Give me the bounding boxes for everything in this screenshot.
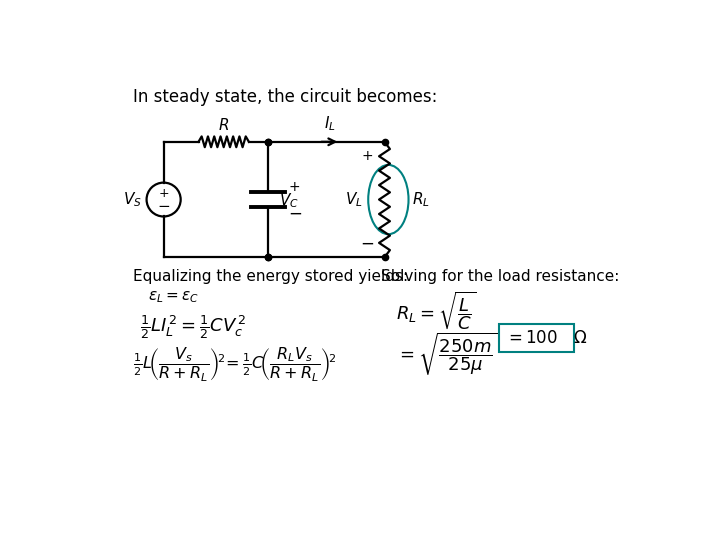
Text: $V_C$: $V_C$	[279, 192, 299, 211]
Text: $R_L$: $R_L$	[412, 190, 430, 209]
Text: In steady state, the circuit becomes:: In steady state, the circuit becomes:	[132, 88, 437, 106]
Text: Equalizing the energy stored yields:: Equalizing the energy stored yields:	[132, 269, 408, 284]
Text: +: +	[289, 180, 300, 194]
Text: $\frac{1}{2}LI_L^{\,2} = \frac{1}{2}CV_c^{\,2}$: $\frac{1}{2}LI_L^{\,2} = \frac{1}{2}CV_c…	[140, 313, 247, 341]
Text: $= \sqrt{\dfrac{250m}{25\mu}}$: $= \sqrt{\dfrac{250m}{25\mu}}$	[396, 330, 498, 377]
Text: −: −	[289, 205, 302, 222]
Text: Solving for the load resistance:: Solving for the load resistance:	[381, 269, 619, 284]
Text: +: +	[158, 187, 169, 200]
FancyBboxPatch shape	[499, 325, 574, 352]
Text: R: R	[218, 118, 229, 132]
Text: $I_L$: $I_L$	[325, 114, 336, 132]
Text: $\frac{1}{2}L\!\left(\dfrac{V_s}{R+R_L}\right)^{\!2}\!=\frac{1}{2}C\!\left(\dfra: $\frac{1}{2}L\!\left(\dfrac{V_s}{R+R_L}\…	[132, 346, 336, 384]
Text: $V_S$: $V_S$	[123, 190, 142, 209]
Text: −: −	[361, 234, 374, 252]
Text: −: −	[157, 199, 170, 214]
Text: $R_L = \sqrt{\dfrac{L}{C}}$: $R_L = \sqrt{\dfrac{L}{C}}$	[396, 289, 477, 332]
Text: $= 100\quad\Omega$: $= 100\quad\Omega$	[505, 329, 587, 347]
Text: $V_L$: $V_L$	[345, 190, 363, 209]
Text: $\varepsilon_L = \varepsilon_C$: $\varepsilon_L = \varepsilon_C$	[148, 289, 199, 305]
Text: +: +	[361, 148, 373, 163]
